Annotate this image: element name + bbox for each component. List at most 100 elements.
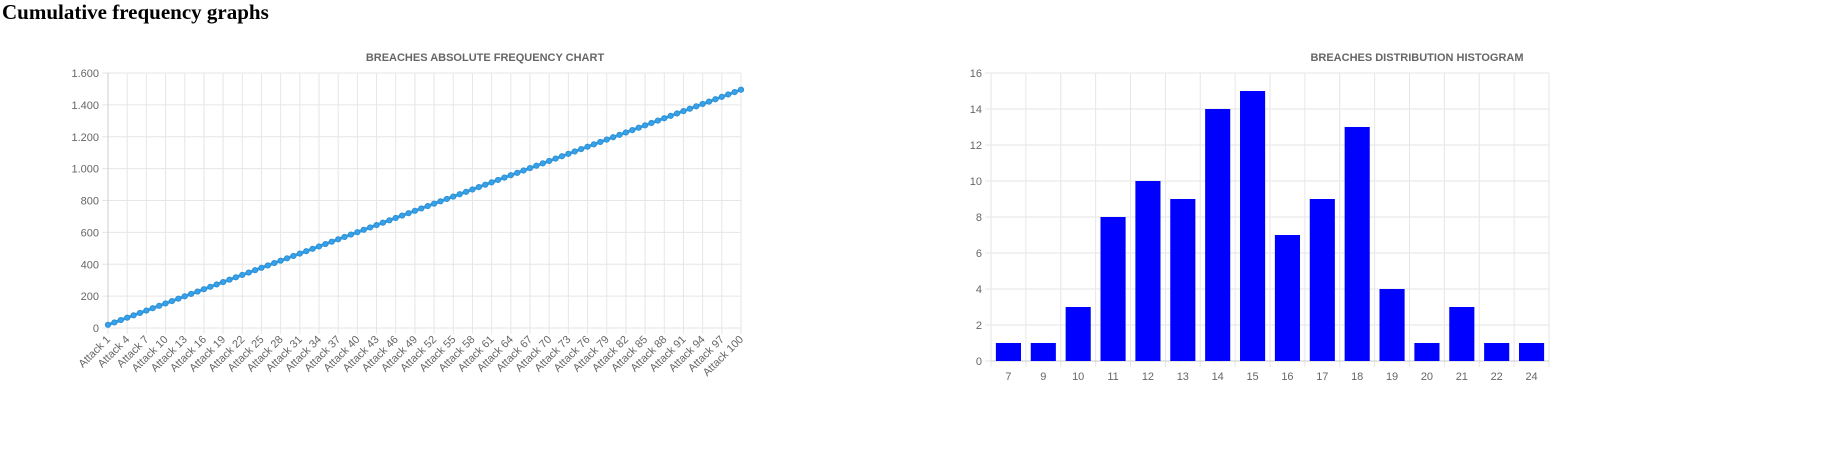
data-point <box>226 276 233 283</box>
x-tick-label: 16 <box>1281 371 1293 383</box>
data-point <box>718 93 725 100</box>
data-point <box>219 278 227 286</box>
x-tick-label: 9 <box>1040 371 1046 383</box>
data-point <box>501 174 508 181</box>
data-point <box>603 136 610 143</box>
x-tick-label: 19 <box>1386 371 1398 383</box>
y-tick-label: 12 <box>970 140 982 152</box>
data-point <box>360 226 367 233</box>
data-point <box>168 297 176 305</box>
x-tick-label: 15 <box>1246 371 1258 383</box>
histogram-bar <box>1344 127 1370 361</box>
data-point <box>136 309 144 317</box>
data-point <box>533 162 540 169</box>
x-tick-label: 21 <box>1456 371 1468 383</box>
data-point <box>450 193 457 200</box>
x-tick-label: 10 <box>1072 371 1084 383</box>
histogram-bar <box>1065 307 1091 361</box>
histogram-title: BREACHES DISTRIBUTION HISTOGRAM <box>1310 52 1523 64</box>
data-point <box>341 233 348 241</box>
data-point <box>597 138 604 146</box>
data-point <box>213 281 220 288</box>
data-point <box>117 316 124 324</box>
data-point <box>405 210 412 217</box>
data-point <box>328 238 335 245</box>
data-point <box>373 221 380 229</box>
data-point <box>392 214 399 222</box>
data-point <box>367 224 374 231</box>
data-point <box>200 286 208 293</box>
data-point <box>239 271 246 279</box>
data-point <box>162 300 169 307</box>
data-point <box>399 212 406 219</box>
data-point <box>322 240 329 248</box>
histogram-bar <box>1274 235 1300 361</box>
data-point <box>641 122 649 129</box>
data-point <box>124 314 131 321</box>
x-tick-label: 12 <box>1142 371 1154 383</box>
data-point <box>418 205 425 212</box>
histogram-bar <box>1309 199 1335 361</box>
data-point <box>303 248 310 255</box>
data-point <box>494 176 502 184</box>
data-point <box>590 141 598 148</box>
x-tick-label: 22 <box>1491 371 1503 383</box>
histogram-chart: BREACHES DISTRIBUTION HISTOGRAM 02468101… <box>970 52 1550 383</box>
data-point <box>610 134 617 141</box>
data-point <box>156 302 163 309</box>
data-point <box>258 264 265 271</box>
data-point <box>411 207 419 214</box>
data-point <box>443 195 450 203</box>
data-point <box>526 164 534 172</box>
y-tick-label: 400 <box>81 259 99 271</box>
x-tick-label: 20 <box>1421 371 1433 383</box>
data-point <box>520 167 527 174</box>
data-point <box>705 98 713 105</box>
data-point <box>686 105 693 112</box>
y-tick-label: 0 <box>976 356 982 368</box>
histogram-bar <box>1030 343 1056 361</box>
data-point <box>335 236 342 243</box>
x-tick-label: 18 <box>1351 371 1363 383</box>
data-point <box>175 295 182 302</box>
y-tick-label: 0 <box>93 323 99 335</box>
data-point <box>737 86 745 93</box>
data-point <box>130 312 137 319</box>
histogram-bar <box>1519 343 1545 361</box>
y-tick-label: 16 <box>970 68 982 80</box>
data-point <box>693 103 700 110</box>
data-point <box>309 245 316 252</box>
data-point <box>539 160 546 167</box>
y-tick-label: 1.400 <box>71 100 99 112</box>
data-point <box>245 269 252 276</box>
data-point <box>680 108 687 115</box>
histogram-bar <box>1170 199 1196 361</box>
data-point <box>565 150 572 157</box>
data-point <box>558 153 566 160</box>
y-tick-label: 800 <box>81 196 99 208</box>
data-point <box>111 319 118 326</box>
data-point <box>386 217 393 224</box>
histogram-bar <box>1484 343 1510 361</box>
data-point <box>283 255 291 262</box>
data-point <box>456 191 463 198</box>
y-tick-label: 200 <box>81 291 99 303</box>
histogram-bar <box>1414 343 1440 361</box>
data-point <box>552 155 559 162</box>
data-point <box>616 131 623 138</box>
data-point <box>188 290 195 298</box>
data-point <box>475 183 482 191</box>
y-tick-label: 8 <box>976 212 982 224</box>
data-point <box>437 198 444 205</box>
data-point <box>104 321 112 328</box>
data-point <box>315 243 323 250</box>
data-point <box>430 200 438 207</box>
x-tick-label: 14 <box>1212 371 1224 383</box>
line-chart-title: BREACHES ABSOLUTE FREQUENCY CHART <box>366 52 605 64</box>
data-point <box>207 283 214 290</box>
data-point <box>347 231 355 238</box>
y-tick-label: 4 <box>976 284 982 296</box>
data-point <box>725 91 732 98</box>
data-point <box>584 143 591 150</box>
histogram-bar <box>1379 289 1405 361</box>
